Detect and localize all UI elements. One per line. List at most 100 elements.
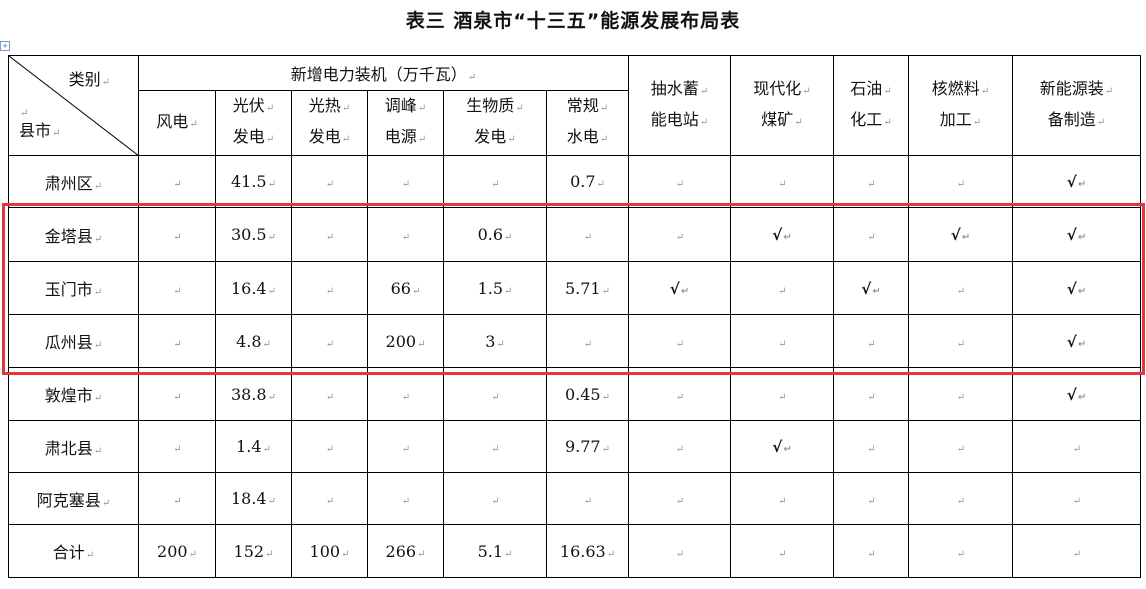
table-move-handle-icon[interactable]: + [0, 41, 10, 51]
value-cell: 0.7 [546, 155, 629, 208]
table-row: 阿克塞县 18.4 [8, 472, 1141, 525]
cell-value: 0.6 [478, 225, 513, 244]
header-text-line: 常规 [567, 96, 608, 115]
value-cell [367, 472, 444, 525]
header-text-line: 风电 [156, 112, 197, 131]
check-icon: √ [951, 226, 970, 244]
value-cell [291, 314, 368, 368]
check-icon: √ [861, 280, 880, 298]
header-text-line: 调峰 [385, 96, 426, 115]
value-cell [730, 155, 834, 208]
header-other: 核燃料加工 [908, 55, 1013, 156]
value-cell [908, 420, 1013, 473]
value-cell [730, 367, 834, 421]
value-cell [291, 472, 368, 525]
value-cell: 200 [367, 314, 444, 368]
cell-value: 200 [386, 332, 426, 351]
value-cell [833, 367, 909, 421]
value-cell: 0.45 [546, 367, 629, 421]
value-cell [291, 207, 368, 262]
value-cell [628, 472, 731, 525]
cell-value [325, 437, 334, 456]
cell-value: 5.1 [478, 542, 513, 561]
table-row: 肃北县 1.4 9.77 √ [8, 420, 1141, 473]
subheader-cell: 生物质发电 [443, 90, 547, 156]
cell-value [401, 489, 410, 508]
cell-value: 1.4 [236, 437, 271, 456]
check-mark-cell: √ [628, 261, 731, 315]
value-cell [138, 207, 216, 262]
value-cell [443, 420, 547, 473]
cell-value [490, 437, 499, 456]
cell-value: 0.7 [570, 172, 605, 191]
header-text-line: 光伏 [233, 96, 274, 115]
check-icon: √ [772, 226, 791, 244]
cell-value [401, 225, 410, 244]
cell-value [956, 437, 965, 456]
cell-value: 5.71 [565, 279, 610, 298]
value-cell: 9.77 [546, 420, 629, 473]
cell-value [172, 332, 181, 351]
cell-value: 41.5 [231, 172, 276, 191]
header-text-line: 光热 [309, 96, 350, 115]
county-name: 肃州区 [8, 155, 139, 208]
cell-value [1072, 437, 1081, 456]
value-cell [628, 314, 731, 368]
cell-value [325, 332, 334, 351]
table-row: 金塔县 30.5 0.6 √ √ √ [8, 207, 1141, 262]
cell-value [172, 279, 181, 298]
cell-value [675, 225, 684, 244]
check-icon: √ [1067, 173, 1086, 191]
value-cell [138, 314, 216, 368]
value-cell: 5.1 [443, 524, 547, 578]
value-cell [833, 314, 909, 368]
diagonal-line [9, 56, 139, 156]
cell-value [172, 385, 181, 404]
cell-value [490, 385, 499, 404]
cell-value [490, 489, 499, 508]
value-cell [908, 524, 1013, 578]
cell-value [172, 225, 181, 244]
table-row: 合计 200 152 100 266 5.1 16.63 [8, 524, 1141, 578]
cell-value: 200 [157, 542, 197, 561]
header-text-line: 发电 [474, 127, 515, 146]
cell-value [172, 437, 181, 456]
header-text-line: 备制造 [1048, 110, 1105, 129]
header-text-line: 能电站 [651, 110, 708, 129]
value-cell [908, 472, 1013, 525]
value-cell: 5.71 [546, 261, 629, 315]
value-cell: 1.5 [443, 261, 547, 315]
header-other: 新能源装备制造 [1012, 55, 1141, 156]
value-cell: 100 [291, 524, 368, 578]
county-name: 肃北县 [8, 420, 139, 473]
check-icon: √ [1067, 333, 1086, 351]
county-name: 敦煌市 [8, 367, 139, 421]
value-cell [628, 524, 731, 578]
cell-value [866, 172, 875, 191]
cell-value [583, 225, 592, 244]
value-cell [833, 207, 909, 262]
value-cell [546, 314, 629, 368]
value-cell [730, 261, 834, 315]
check-icon: √ [670, 280, 689, 298]
header-other: 抽水蓄能电站 [628, 55, 731, 156]
check-mark-cell: √ [1012, 155, 1141, 208]
header-text-line: 加工 [940, 110, 981, 129]
check-mark-cell: √ [1012, 367, 1141, 421]
header-other: 现代化煤矿 [730, 55, 834, 156]
header-text-line: 生物质 [466, 96, 523, 115]
value-cell [291, 367, 368, 421]
value-cell [546, 207, 629, 262]
cell-value: 266 [386, 542, 426, 561]
value-cell [291, 261, 368, 315]
value-cell [443, 155, 547, 208]
cell-value: 3 [485, 332, 505, 351]
value-cell: 152 [215, 524, 292, 578]
cell-value [675, 489, 684, 508]
subheader-cell: 调峰电源 [367, 90, 444, 156]
header-text-line: 电源 [385, 127, 426, 146]
table-row: 敦煌市 38.8 0.45 √ [8, 367, 1141, 421]
check-mark-cell: √ [1012, 261, 1141, 315]
cell-value: 100 [310, 542, 350, 561]
cell-value [583, 489, 592, 508]
